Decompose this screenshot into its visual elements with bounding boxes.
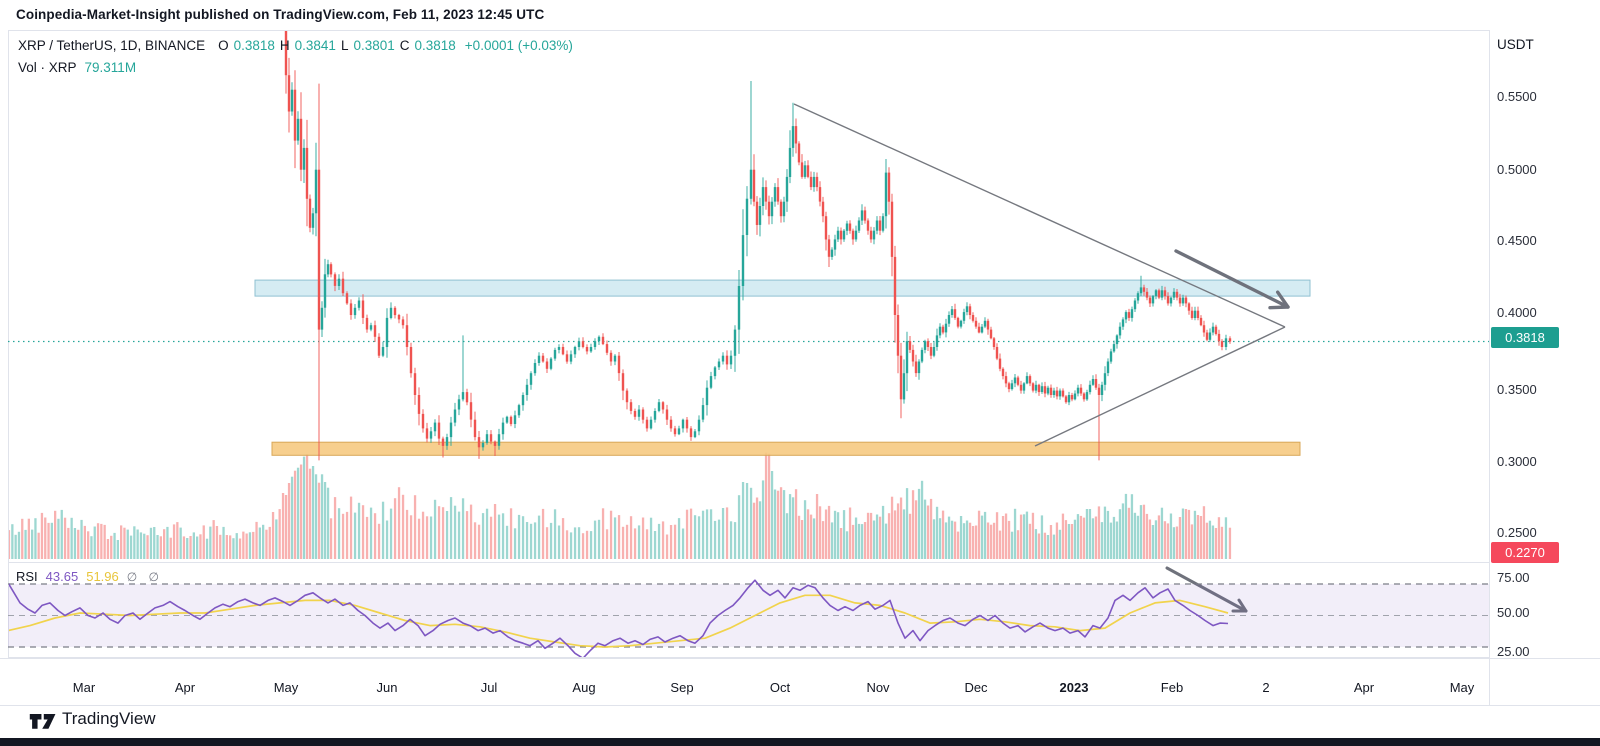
ohlc-change-value: +0.0001 (+0.03%)	[464, 38, 573, 53]
ohlc-high-label: H	[279, 38, 290, 53]
ohlc-high-value: 0.3841	[294, 38, 336, 53]
candles	[284, 31, 1232, 461]
symbol-legend[interactable]: XRP / TetherUS, 1D, BINANCE O 0.3818 H 0.3…	[18, 38, 573, 53]
current-price-badge: 0.3818	[1491, 327, 1559, 348]
price-tick: 0.2500	[1497, 525, 1537, 540]
tradingview-brand-text[interactable]: TradingView	[62, 709, 156, 728]
symbol-title: XRP / TetherUS, 1D, BINANCE	[18, 38, 206, 53]
ohlc-close-label: C	[399, 38, 410, 53]
resistance-zone	[254, 279, 1311, 297]
time-label: May	[273, 680, 299, 695]
volume-value: 79.311M	[84, 60, 137, 75]
time-label: 2	[1262, 680, 1270, 695]
volume-scale-badge: 0.2270	[1491, 542, 1559, 563]
price-tick: 0.3500	[1497, 382, 1537, 397]
volume-histogram	[9, 452, 1232, 559]
price-tick: 0.4500	[1497, 233, 1537, 248]
time-label: May	[1449, 680, 1475, 695]
time-label: Apr	[174, 680, 196, 695]
descending-trendline	[793, 103, 1286, 328]
price-tick: 0.5500	[1497, 89, 1537, 104]
volume-label: Vol · XRP	[18, 60, 77, 75]
ohlc-open-value: 0.3818	[233, 38, 275, 53]
rsi-value: 43.65	[45, 569, 79, 584]
rsi-hidden-values-icon: ∅ ∅	[126, 570, 164, 584]
time-label: Dec	[964, 680, 988, 695]
rsi-label: RSI	[16, 569, 38, 584]
ohlc-open-label: O	[218, 38, 229, 53]
time-label: Jul	[480, 680, 498, 695]
time-label: Apr	[1353, 680, 1375, 695]
rsi-line	[9, 579, 1229, 657]
rsi-legend[interactable]: RSI 43.65 51.96 ∅ ∅	[16, 569, 163, 584]
bottom-strip	[0, 738, 1600, 746]
time-label: Jun	[376, 680, 398, 695]
time-label: Feb	[1160, 680, 1184, 695]
time-label: Sep	[670, 680, 694, 695]
tradingview-logo-icon[interactable]	[29, 710, 57, 732]
price-axis-currency: USDT	[1497, 37, 1534, 52]
time-label: Oct	[769, 680, 791, 695]
price-tick: 0.5000	[1497, 162, 1537, 177]
rsi-tick: 25.00	[1497, 644, 1530, 659]
support-zone	[271, 441, 1301, 456]
rsi-tick: 50.00	[1497, 605, 1530, 620]
ohlc-close-value: 0.3818	[414, 38, 456, 53]
time-label: Nov	[866, 680, 890, 695]
ohlc-low-label: L	[340, 38, 349, 53]
rsi-tick: 75.00	[1497, 570, 1530, 585]
attribution-text: Coinpedia-Market-Insight published on Tr…	[16, 7, 545, 22]
breakdown-arrow-rsi	[1165, 566, 1248, 613]
price-tick: 0.4000	[1497, 305, 1537, 320]
ascending-trendline	[1034, 326, 1286, 447]
rsi-ma-value: 51.96	[86, 569, 119, 584]
time-label: Mar	[72, 680, 96, 695]
breakdown-arrow-price	[1174, 249, 1290, 309]
price-tick: 0.3000	[1497, 454, 1537, 469]
volume-legend[interactable]: Vol · XRP 79.311M	[18, 60, 136, 75]
time-label: 2023	[1059, 680, 1089, 695]
time-label: Aug	[572, 680, 596, 695]
ohlc-low-value: 0.3801	[353, 38, 395, 53]
